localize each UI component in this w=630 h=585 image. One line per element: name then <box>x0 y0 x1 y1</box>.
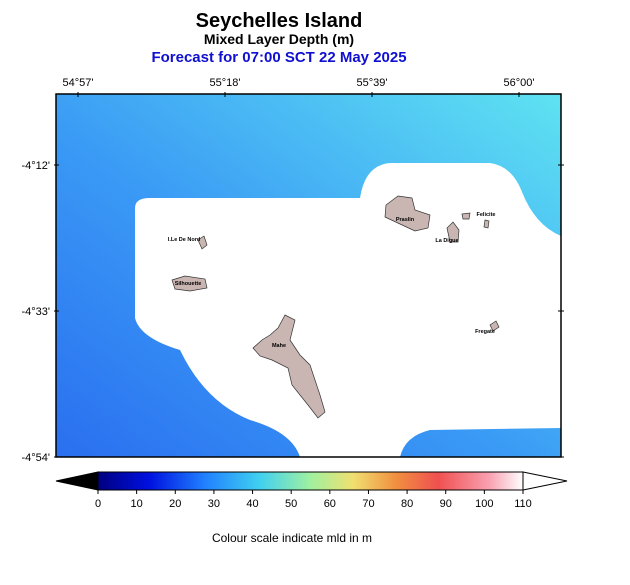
colorbar-low-arrow <box>55 471 99 491</box>
colorbar-tick-label: 110 <box>514 498 532 510</box>
colorbar-tick-label: 0 <box>95 498 101 510</box>
lat-label: -4°54' <box>21 452 50 464</box>
subtitle: Mixed Layer Depth (m) <box>204 31 354 47</box>
island <box>171 275 208 292</box>
colorbar-tick-label: 10 <box>131 498 143 510</box>
place-label: La Digue <box>435 238 458 244</box>
lon-label: 54°57' <box>63 77 94 89</box>
colorbar-tick-label: 20 <box>169 498 181 510</box>
place-label: Felicite <box>477 212 496 218</box>
lat-label: -4°33' <box>21 306 50 318</box>
place-label: Fregate <box>475 329 495 335</box>
place-label: I.Le De Nord <box>168 237 200 243</box>
colorbar-high-arrow <box>522 471 568 491</box>
colorbar-tick-label: 90 <box>440 498 452 510</box>
place-label: Silhouette <box>175 281 202 287</box>
colorbar-tick-label: 30 <box>208 498 220 510</box>
colorbar-tick-label: 40 <box>246 498 258 510</box>
colorbar-tick-label: 80 <box>401 498 413 510</box>
colorbar-tick-label: 100 <box>475 498 493 510</box>
island <box>446 221 460 243</box>
island <box>197 235 208 250</box>
island <box>252 314 326 419</box>
colorbar-tick-label: 60 <box>324 498 336 510</box>
colorbar <box>97 471 524 491</box>
place-label: Praslin <box>396 217 415 223</box>
map-frame <box>55 93 562 458</box>
lat-label: -4°12' <box>21 160 50 172</box>
colorbar-tick-label: 50 <box>285 498 297 510</box>
place-label: Mahe <box>272 343 286 349</box>
lon-label: 55°39' <box>357 77 388 89</box>
islands <box>171 195 500 419</box>
lon-label: 56°00' <box>504 77 535 89</box>
island <box>489 320 500 332</box>
island <box>483 219 490 229</box>
colorbar-tick-label: 70 <box>362 498 374 510</box>
island <box>384 195 431 232</box>
title: Seychelles Island <box>196 10 363 32</box>
colorbar-caption: Colour scale indicate mld in m <box>212 531 372 545</box>
forecast: Forecast for 07:00 SCT 22 May 2025 <box>151 49 406 66</box>
lon-label: 55°18' <box>210 77 241 89</box>
island <box>461 212 471 220</box>
